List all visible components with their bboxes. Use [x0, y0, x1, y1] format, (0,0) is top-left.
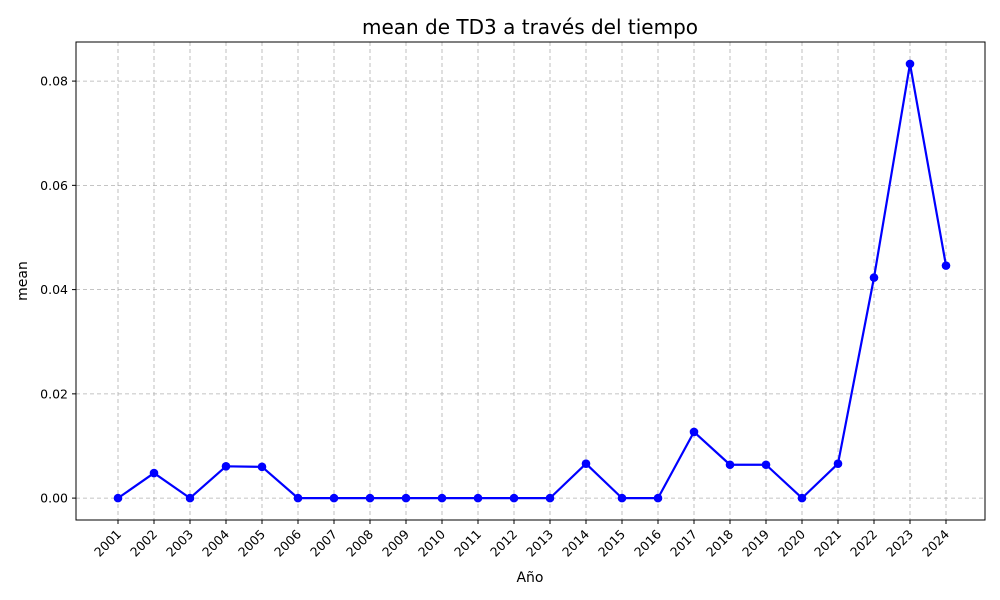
y-tick-label: 0.08	[40, 74, 68, 89]
plot-area-frame	[75, 41, 986, 521]
data-point	[401, 493, 411, 503]
data-point	[761, 460, 771, 470]
y-tick-label: 0.00	[40, 491, 68, 506]
x-tick-label: 2002	[127, 527, 160, 560]
x-tick-label: 2006	[271, 526, 304, 559]
data-point	[293, 493, 303, 503]
x-tick-label: 2012	[487, 527, 520, 560]
x-tick-label: 2007	[307, 527, 340, 560]
y-tick-label: 0.04	[40, 282, 68, 297]
data-point	[329, 493, 339, 503]
data-point	[689, 427, 699, 437]
y-tick-label: 0.06	[40, 178, 68, 193]
x-tick-label: 2003	[163, 527, 196, 560]
y-tick-label: 0.02	[40, 386, 68, 401]
x-tick-label: 2022	[847, 527, 880, 560]
data-points	[113, 59, 951, 503]
x-tick-label: 2008	[343, 526, 376, 559]
data-point	[797, 493, 807, 503]
x-tick-label: 2010	[415, 526, 448, 559]
grid	[76, 42, 985, 520]
x-tick-label: 2015	[595, 527, 628, 560]
x-tick-label: 2020	[775, 526, 808, 559]
data-point	[185, 493, 195, 503]
data-point	[725, 460, 735, 470]
x-tick-label: 2021	[811, 527, 844, 560]
data-point	[509, 493, 519, 503]
y-axis: 0.00 0.02 0.04 0.06 0.08	[40, 74, 76, 506]
x-tick-label: 2024	[919, 526, 952, 559]
x-tick-label: 2001	[91, 527, 124, 560]
data-point	[869, 273, 879, 282]
data-point	[617, 493, 627, 503]
chart-title: mean de TD3 a través del tiempo	[362, 15, 698, 39]
x-tick-label: 2016	[631, 526, 664, 559]
x-axis: 2001 2002 2003 2004 2005 2006 2007 2008 2009 2010…	[91, 520, 952, 560]
x-tick-label: 2023	[883, 527, 916, 560]
x-tick-label: 2009	[379, 526, 412, 559]
x-tick-label: 2011	[451, 527, 484, 560]
data-point	[257, 462, 267, 472]
x-tick-label: 2019	[739, 526, 772, 559]
data-point	[365, 493, 375, 503]
data-point	[905, 59, 915, 69]
x-tick-label: 2005	[235, 527, 268, 560]
x-tick-label: 2013	[523, 527, 556, 560]
data-point	[113, 493, 123, 503]
x-tick-label: 2004	[199, 526, 232, 559]
x-tick-label: 2017	[667, 527, 700, 560]
data-point	[581, 459, 591, 469]
series-line-layer	[117, 62, 948, 500]
data-point	[473, 493, 483, 503]
series-line	[117, 62, 948, 500]
data-point	[653, 493, 663, 503]
data-point	[941, 261, 951, 270]
data-point	[833, 459, 843, 469]
data-point	[221, 462, 231, 471]
data-point	[437, 493, 447, 503]
data-point	[545, 493, 555, 503]
y-axis-label: mean	[15, 261, 31, 301]
x-tick-label: 2014	[559, 526, 592, 559]
x-axis-label: Año	[516, 570, 543, 586]
data-point	[149, 468, 159, 478]
x-tick-label: 2018	[703, 526, 736, 559]
